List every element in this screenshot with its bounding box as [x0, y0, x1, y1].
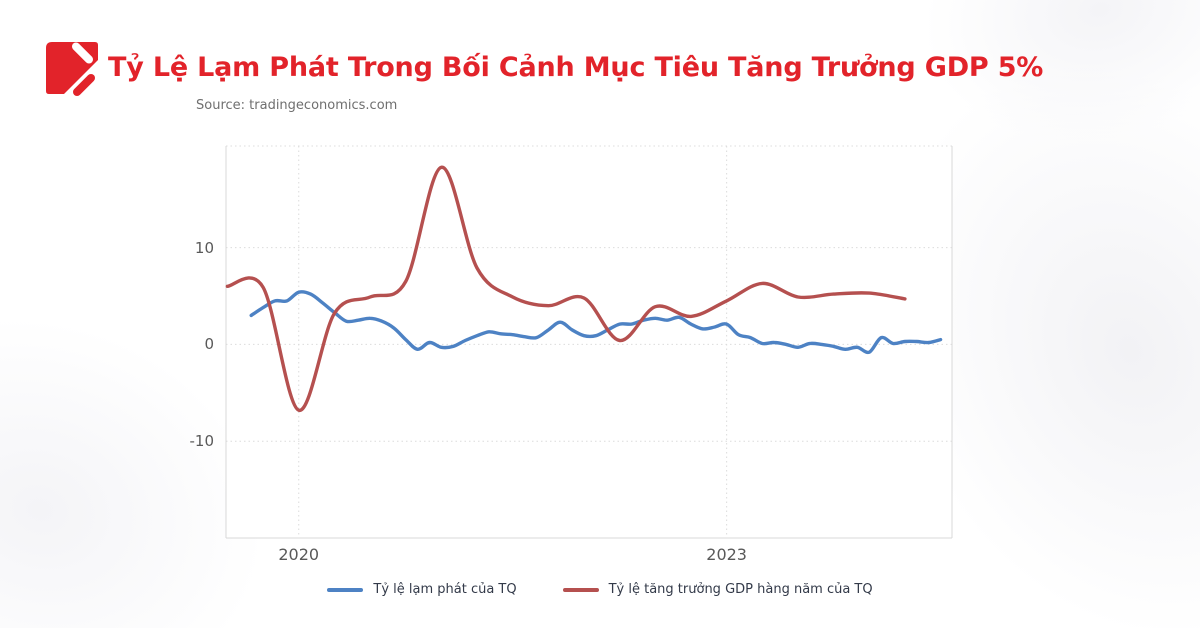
- legend-item[interactable]: Tỷ lệ tăng trưởng GDP hàng năm của TQ: [562, 582, 873, 597]
- legend-label: Tỷ lệ lạm phát của TQ: [373, 582, 517, 597]
- brand-logo-icon: [46, 42, 98, 96]
- legend-swatch-icon: [562, 587, 599, 592]
- series-line: [249, 290, 943, 355]
- source-label: Source: tradingeconomics.com: [196, 98, 398, 113]
- plot-area: [226, 146, 952, 538]
- legend-item[interactable]: Tỷ lệ lạm phát của TQ: [327, 582, 517, 597]
- y-axis-tick-label: 0: [204, 335, 214, 354]
- logo-dash-top: [72, 42, 93, 64]
- legend-swatch-icon: [327, 587, 364, 592]
- y-axis-tick-label: 10: [194, 238, 214, 257]
- x-axis-tick-label: 2023: [706, 545, 747, 564]
- brand-logo: [46, 42, 98, 98]
- legend-label: Tỷ lệ tăng trưởng GDP hàng năm của TQ: [608, 582, 873, 597]
- series-line: [225, 165, 907, 412]
- logo-dash-bottom: [73, 74, 95, 96]
- page-title: Tỷ Lệ Lạm Phát Trong Bối Cảnh Mục Tiêu T…: [108, 52, 1044, 83]
- y-axis-tick-label: -10: [189, 432, 215, 451]
- x-axis-tick-label: 2020: [278, 545, 320, 564]
- chart-legend: Tỷ lệ lạm phát của TQ Tỷ lệ tăng trưởng G…: [0, 582, 1200, 597]
